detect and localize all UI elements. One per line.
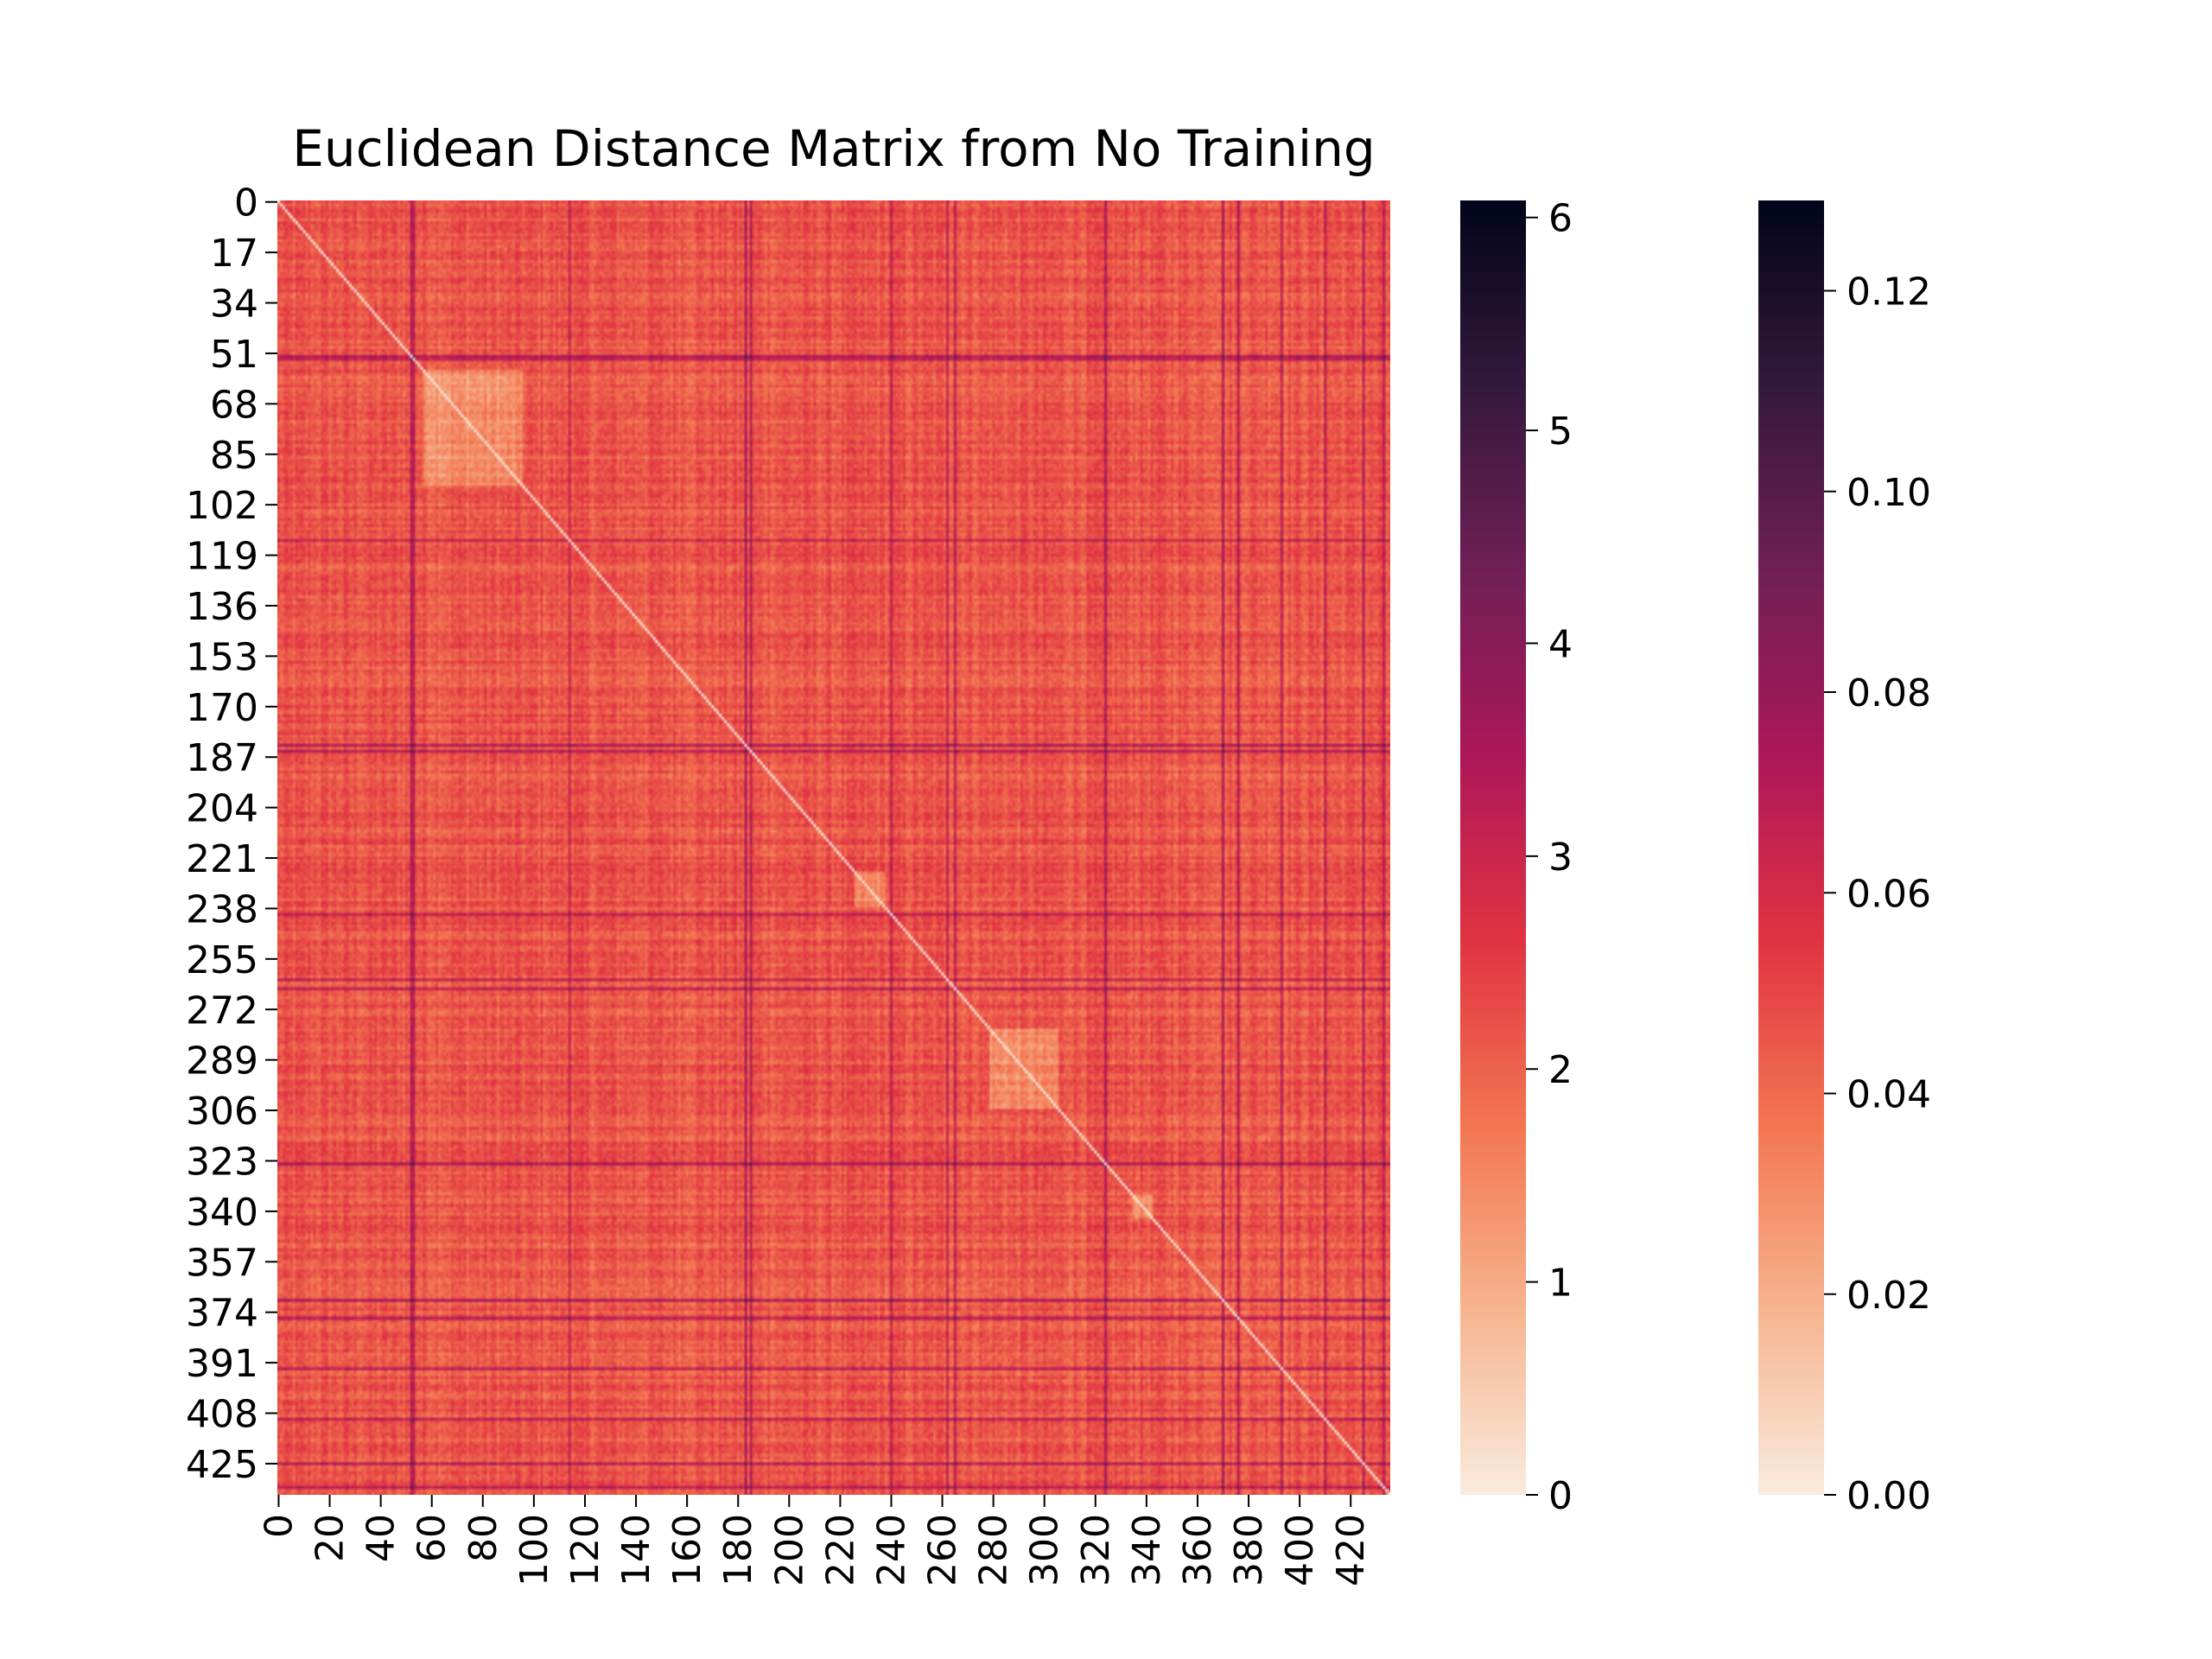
row-tick-label: 221 bbox=[186, 837, 258, 881]
row-tick-label: 408 bbox=[186, 1393, 258, 1437]
colorbar-2-ticks: 0.00 0.02 0.04 0.06 0.08 0.10 0.12 bbox=[1824, 270, 1931, 1518]
row-tick-label: 357 bbox=[186, 1241, 258, 1285]
row-tick-label: 51 bbox=[210, 333, 258, 377]
column-tick-label: 60 bbox=[410, 1514, 454, 1562]
row-tick-label: 102 bbox=[186, 484, 258, 528]
row-tick-label: 153 bbox=[186, 635, 258, 679]
column-tick-labels: 0 20 40 60 80 100 120 140 160 180 200 220 240 260 280 3… bbox=[257, 1495, 1373, 1586]
colorbar-tick-label: 6 bbox=[1548, 197, 1573, 241]
column-tick-label: 160 bbox=[665, 1514, 709, 1586]
colorbar-tick-label: 4 bbox=[1548, 622, 1573, 666]
row-tick-label: 255 bbox=[186, 938, 258, 982]
colorbar-tick-label: 0.04 bbox=[1847, 1073, 1931, 1117]
column-tick-label: 100 bbox=[512, 1514, 556, 1586]
row-tick-label: 272 bbox=[186, 988, 258, 1033]
colorbar-tick-label: 0.12 bbox=[1847, 270, 1931, 315]
column-tick-label: 240 bbox=[869, 1514, 913, 1586]
colorbar-1-gradient bbox=[1460, 200, 1526, 1495]
colorbar-tick-label: 0.08 bbox=[1847, 671, 1931, 715]
row-tick-labels: 0 17 34 51 68 85 102 119 136 153 170 187 204 221 238 25… bbox=[186, 181, 277, 1487]
column-tick-label: 380 bbox=[1227, 1514, 1271, 1586]
column-tick-label: 400 bbox=[1278, 1514, 1322, 1586]
colorbar-tick-label: 0.06 bbox=[1847, 872, 1931, 916]
colorbar-tick-label: 3 bbox=[1548, 836, 1573, 880]
row-tick-label: 119 bbox=[186, 535, 258, 579]
row-tick-label: 85 bbox=[210, 434, 258, 478]
heatmap-cells bbox=[277, 200, 1390, 1495]
row-tick-label: 0 bbox=[234, 181, 258, 226]
row-tick-label: 238 bbox=[186, 887, 258, 931]
colorbar-tick-label: 0 bbox=[1548, 1474, 1573, 1518]
column-tick-label: 280 bbox=[972, 1514, 1016, 1586]
column-tick-label: 220 bbox=[818, 1514, 862, 1586]
column-tick-label: 360 bbox=[1176, 1514, 1220, 1586]
column-tick-label: 180 bbox=[716, 1514, 760, 1586]
row-tick-label: 187 bbox=[186, 736, 258, 780]
row-tick-label: 34 bbox=[210, 283, 258, 327]
row-tick-label: 68 bbox=[210, 383, 258, 427]
colorbar-tick-label: 0.10 bbox=[1847, 471, 1931, 515]
column-tick-label: 0 bbox=[257, 1514, 301, 1538]
column-tick-label: 200 bbox=[767, 1514, 811, 1586]
row-tick-label: 306 bbox=[186, 1090, 258, 1134]
row-tick-label: 204 bbox=[186, 787, 258, 831]
column-tick-label: 40 bbox=[359, 1514, 404, 1562]
column-tick-label: 120 bbox=[563, 1514, 607, 1586]
chart-title: Euclidean Distance Matrix from No Traini… bbox=[292, 119, 1375, 178]
colorbar-tick-label: 5 bbox=[1548, 410, 1573, 454]
colorbar-tick-label: 0.00 bbox=[1847, 1474, 1931, 1518]
row-tick-label: 136 bbox=[186, 585, 258, 629]
row-tick-label: 425 bbox=[186, 1443, 258, 1487]
row-tick-label: 374 bbox=[186, 1292, 258, 1336]
row-tick-label: 340 bbox=[186, 1191, 258, 1235]
row-tick-label: 17 bbox=[210, 232, 258, 276]
column-tick-label: 260 bbox=[921, 1514, 965, 1586]
row-tick-label: 391 bbox=[186, 1342, 258, 1386]
column-tick-label: 80 bbox=[461, 1514, 505, 1562]
column-tick-label: 340 bbox=[1125, 1514, 1169, 1586]
colorbar-2-gradient bbox=[1758, 200, 1824, 1495]
colorbar-tick-label: 1 bbox=[1548, 1262, 1573, 1306]
colorbar-tick-label: 2 bbox=[1548, 1048, 1573, 1092]
column-tick-label: 20 bbox=[308, 1514, 353, 1562]
colorbar-tick-label: 0.02 bbox=[1847, 1274, 1931, 1318]
column-tick-label: 420 bbox=[1329, 1514, 1373, 1586]
column-tick-label: 140 bbox=[614, 1514, 658, 1586]
column-tick-label: 320 bbox=[1074, 1514, 1118, 1586]
row-tick-label: 289 bbox=[186, 1039, 258, 1084]
column-tick-label: 300 bbox=[1023, 1514, 1067, 1586]
row-tick-label: 323 bbox=[186, 1140, 258, 1184]
colorbar-1-ticks: 0 1 2 3 4 5 6 bbox=[1526, 197, 1573, 1518]
row-tick-label: 170 bbox=[186, 686, 258, 730]
